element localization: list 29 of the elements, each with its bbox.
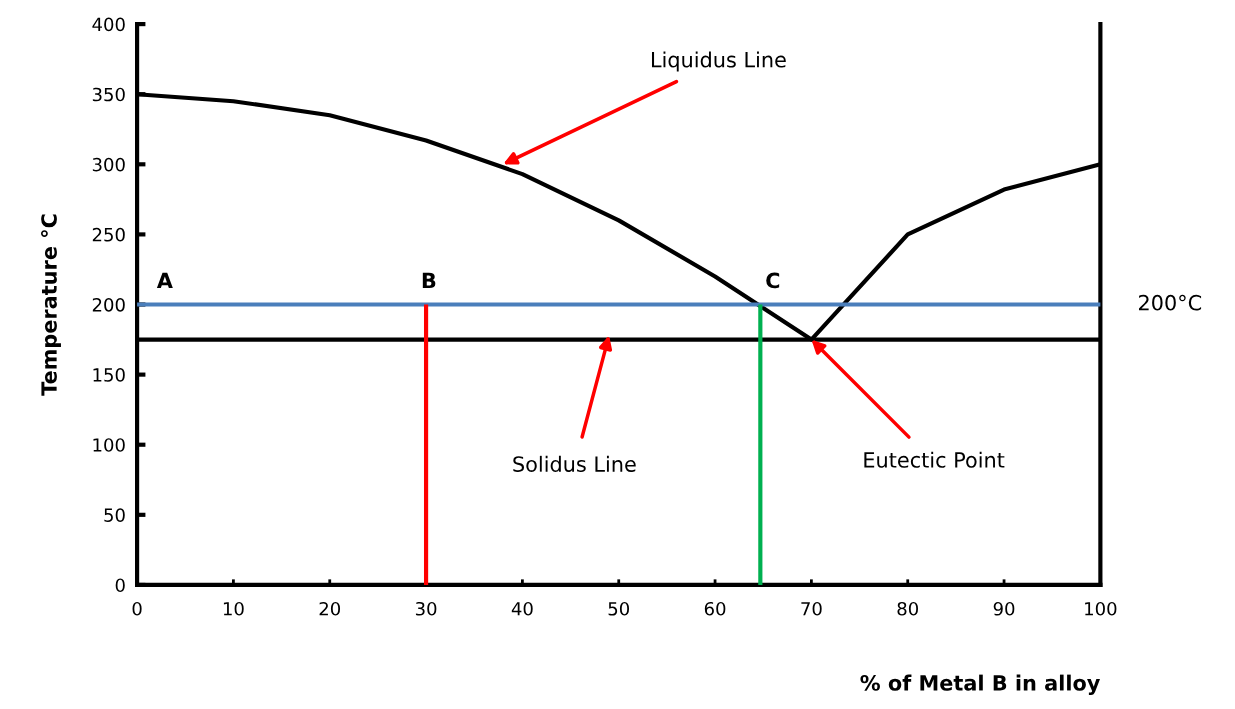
y-tick-label: 250 [92,227,125,242]
y-tick-label: 350 [92,87,125,102]
y-tick-label: 300 [92,157,125,172]
x-tick-label: 60 [704,601,726,616]
annotation: A [156,272,173,289]
x-tick-label: 50 [608,601,630,616]
annotation: Eutectic Point [864,451,1005,468]
x-tick-label: 30 [415,601,437,616]
y-tick-label: 200 [92,297,125,312]
x-tick-label: 40 [511,601,533,616]
x-tick-label: 90 [993,601,1015,616]
y-tick-label: 50 [104,508,125,522]
annotation: 200°C [1138,294,1202,311]
annotation: B [422,272,436,289]
x-tick-label: 20 [319,601,341,616]
x-axis-title: % of Metal B in alloy [860,674,1100,695]
x-tick-label: 70 [801,601,822,616]
annotation: Liquidus Line [651,51,786,72]
y-tick-label: 0 [115,578,125,593]
x-tick-label: 10 [223,601,244,616]
annotation: C [766,272,780,289]
y-tick-label: 100 [93,438,125,452]
x-tick-label: 100 [1085,601,1117,616]
y-tick-label: 400 [92,17,125,32]
y-tick-label: 150 [93,368,125,382]
x-tick-label: 80 [897,601,919,616]
x-tick-label: 0 [132,601,142,616]
annotation: Solidus Line [513,455,636,472]
y-axis-title: Temperature °C [41,214,61,396]
